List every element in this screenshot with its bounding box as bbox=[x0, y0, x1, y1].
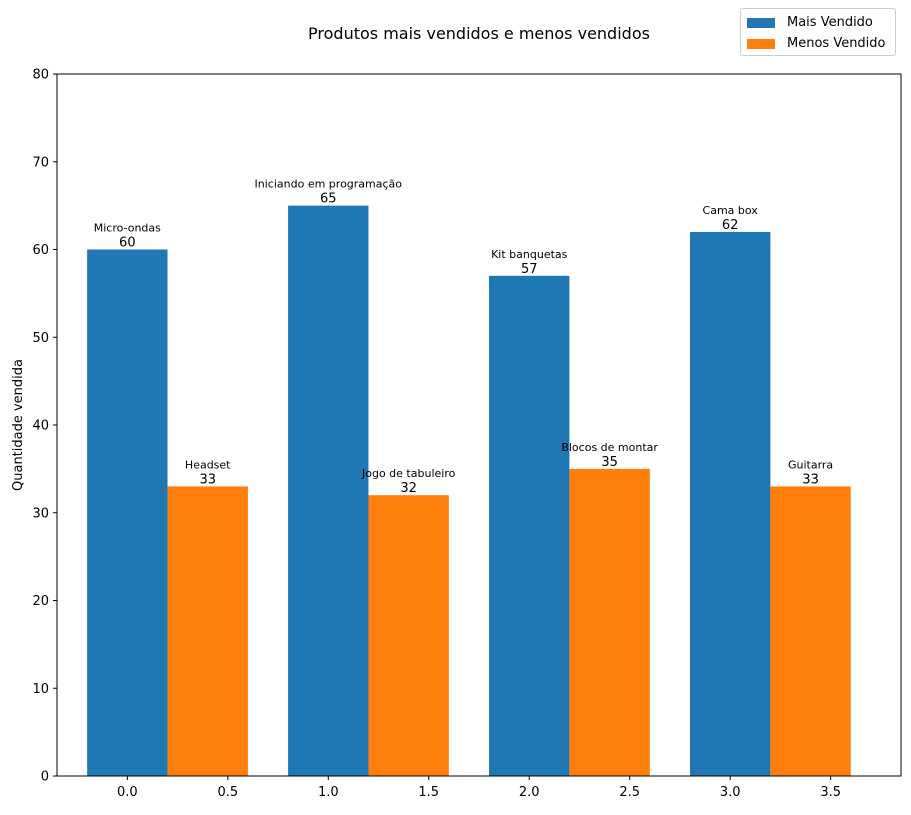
bar-value-label-series0-1: 65 bbox=[320, 192, 337, 207]
bar-product-label-series0-0: Micro-ondas bbox=[94, 222, 161, 235]
legend-swatch-menos-vendido bbox=[747, 38, 775, 49]
bar-series1-2 bbox=[569, 468, 650, 776]
bar-series1-0 bbox=[167, 486, 248, 776]
x-tick-label-3: 1.5 bbox=[418, 785, 439, 800]
y-tick-label-3: 30 bbox=[32, 506, 49, 521]
bar-product-label-series1-3: Guitarra bbox=[788, 458, 833, 471]
legend-item-mais-vendido: Mais Vendido bbox=[747, 15, 873, 30]
y-tick-label-4: 40 bbox=[32, 419, 49, 434]
bar-value-label-series1-3: 33 bbox=[802, 472, 819, 487]
bar-series0-0 bbox=[87, 249, 168, 776]
bar-series0-3 bbox=[690, 231, 771, 776]
bar-product-label-series0-3: Cama box bbox=[703, 204, 759, 217]
y-tick-label-7: 70 bbox=[32, 155, 49, 170]
bar-value-label-series0-0: 60 bbox=[119, 236, 136, 251]
chart-title: Produtos mais vendidos e menos vendidos bbox=[308, 24, 650, 43]
legend-label-menos-vendido: Menos Vendido bbox=[787, 36, 886, 51]
y-tick-label-1: 10 bbox=[32, 682, 49, 697]
bar-value-label-series0-2: 57 bbox=[521, 262, 538, 277]
bar-value-label-series1-1: 32 bbox=[400, 481, 417, 496]
y-tick-label-2: 20 bbox=[32, 594, 49, 609]
y-tick-label-5: 50 bbox=[32, 331, 49, 346]
bar-value-label-series0-3: 62 bbox=[722, 218, 739, 233]
legend-label-mais-vendido: Mais Vendido bbox=[787, 15, 873, 30]
x-tick-label-0: 0.0 bbox=[117, 785, 138, 800]
bar-product-label-series1-0: Headset bbox=[185, 458, 231, 471]
y-tick-label-6: 60 bbox=[32, 243, 49, 258]
x-tick-label-7: 3.5 bbox=[820, 785, 841, 800]
x-tick-label-6: 3.0 bbox=[720, 785, 741, 800]
x-tick-label-1: 0.5 bbox=[217, 785, 238, 800]
x-tick-label-2: 1.0 bbox=[318, 785, 339, 800]
bars-layer bbox=[87, 205, 851, 776]
bar-product-label-series0-1: Iniciando em programação bbox=[255, 178, 403, 191]
bar-product-label-series1-2: Blocos de montar bbox=[561, 441, 658, 454]
y-tick-label-8: 80 bbox=[32, 68, 49, 83]
x-tick-label-5: 2.5 bbox=[619, 785, 640, 800]
legend-swatch-mais-vendido bbox=[747, 17, 775, 28]
bar-product-label-series0-2: Kit banquetas bbox=[491, 248, 568, 261]
y-axis-label: Quantidade vendida bbox=[11, 359, 26, 491]
bar-product-label-series1-1: Jogo de tabuleiro bbox=[361, 467, 456, 480]
x-tick-label-4: 2.0 bbox=[519, 785, 540, 800]
bar-series1-1 bbox=[368, 495, 449, 776]
legend: Mais Vendido Menos Vendido bbox=[740, 8, 896, 56]
bar-value-label-series1-2: 35 bbox=[601, 455, 618, 470]
y-tick-label-0: 0 bbox=[41, 770, 49, 785]
bar-series1-3 bbox=[770, 486, 851, 776]
legend-item-menos-vendido: Menos Vendido bbox=[747, 36, 886, 51]
bar-series0-1 bbox=[288, 205, 369, 776]
bar-series0-2 bbox=[489, 275, 570, 776]
axes-layer: 0 10 20 30 40 50 60 70 80 0.0 0.5 1.0 1.5 2.0 2.5 3.0 3.… bbox=[32, 68, 902, 800]
bar-value-label-series1-0: 33 bbox=[199, 472, 216, 487]
